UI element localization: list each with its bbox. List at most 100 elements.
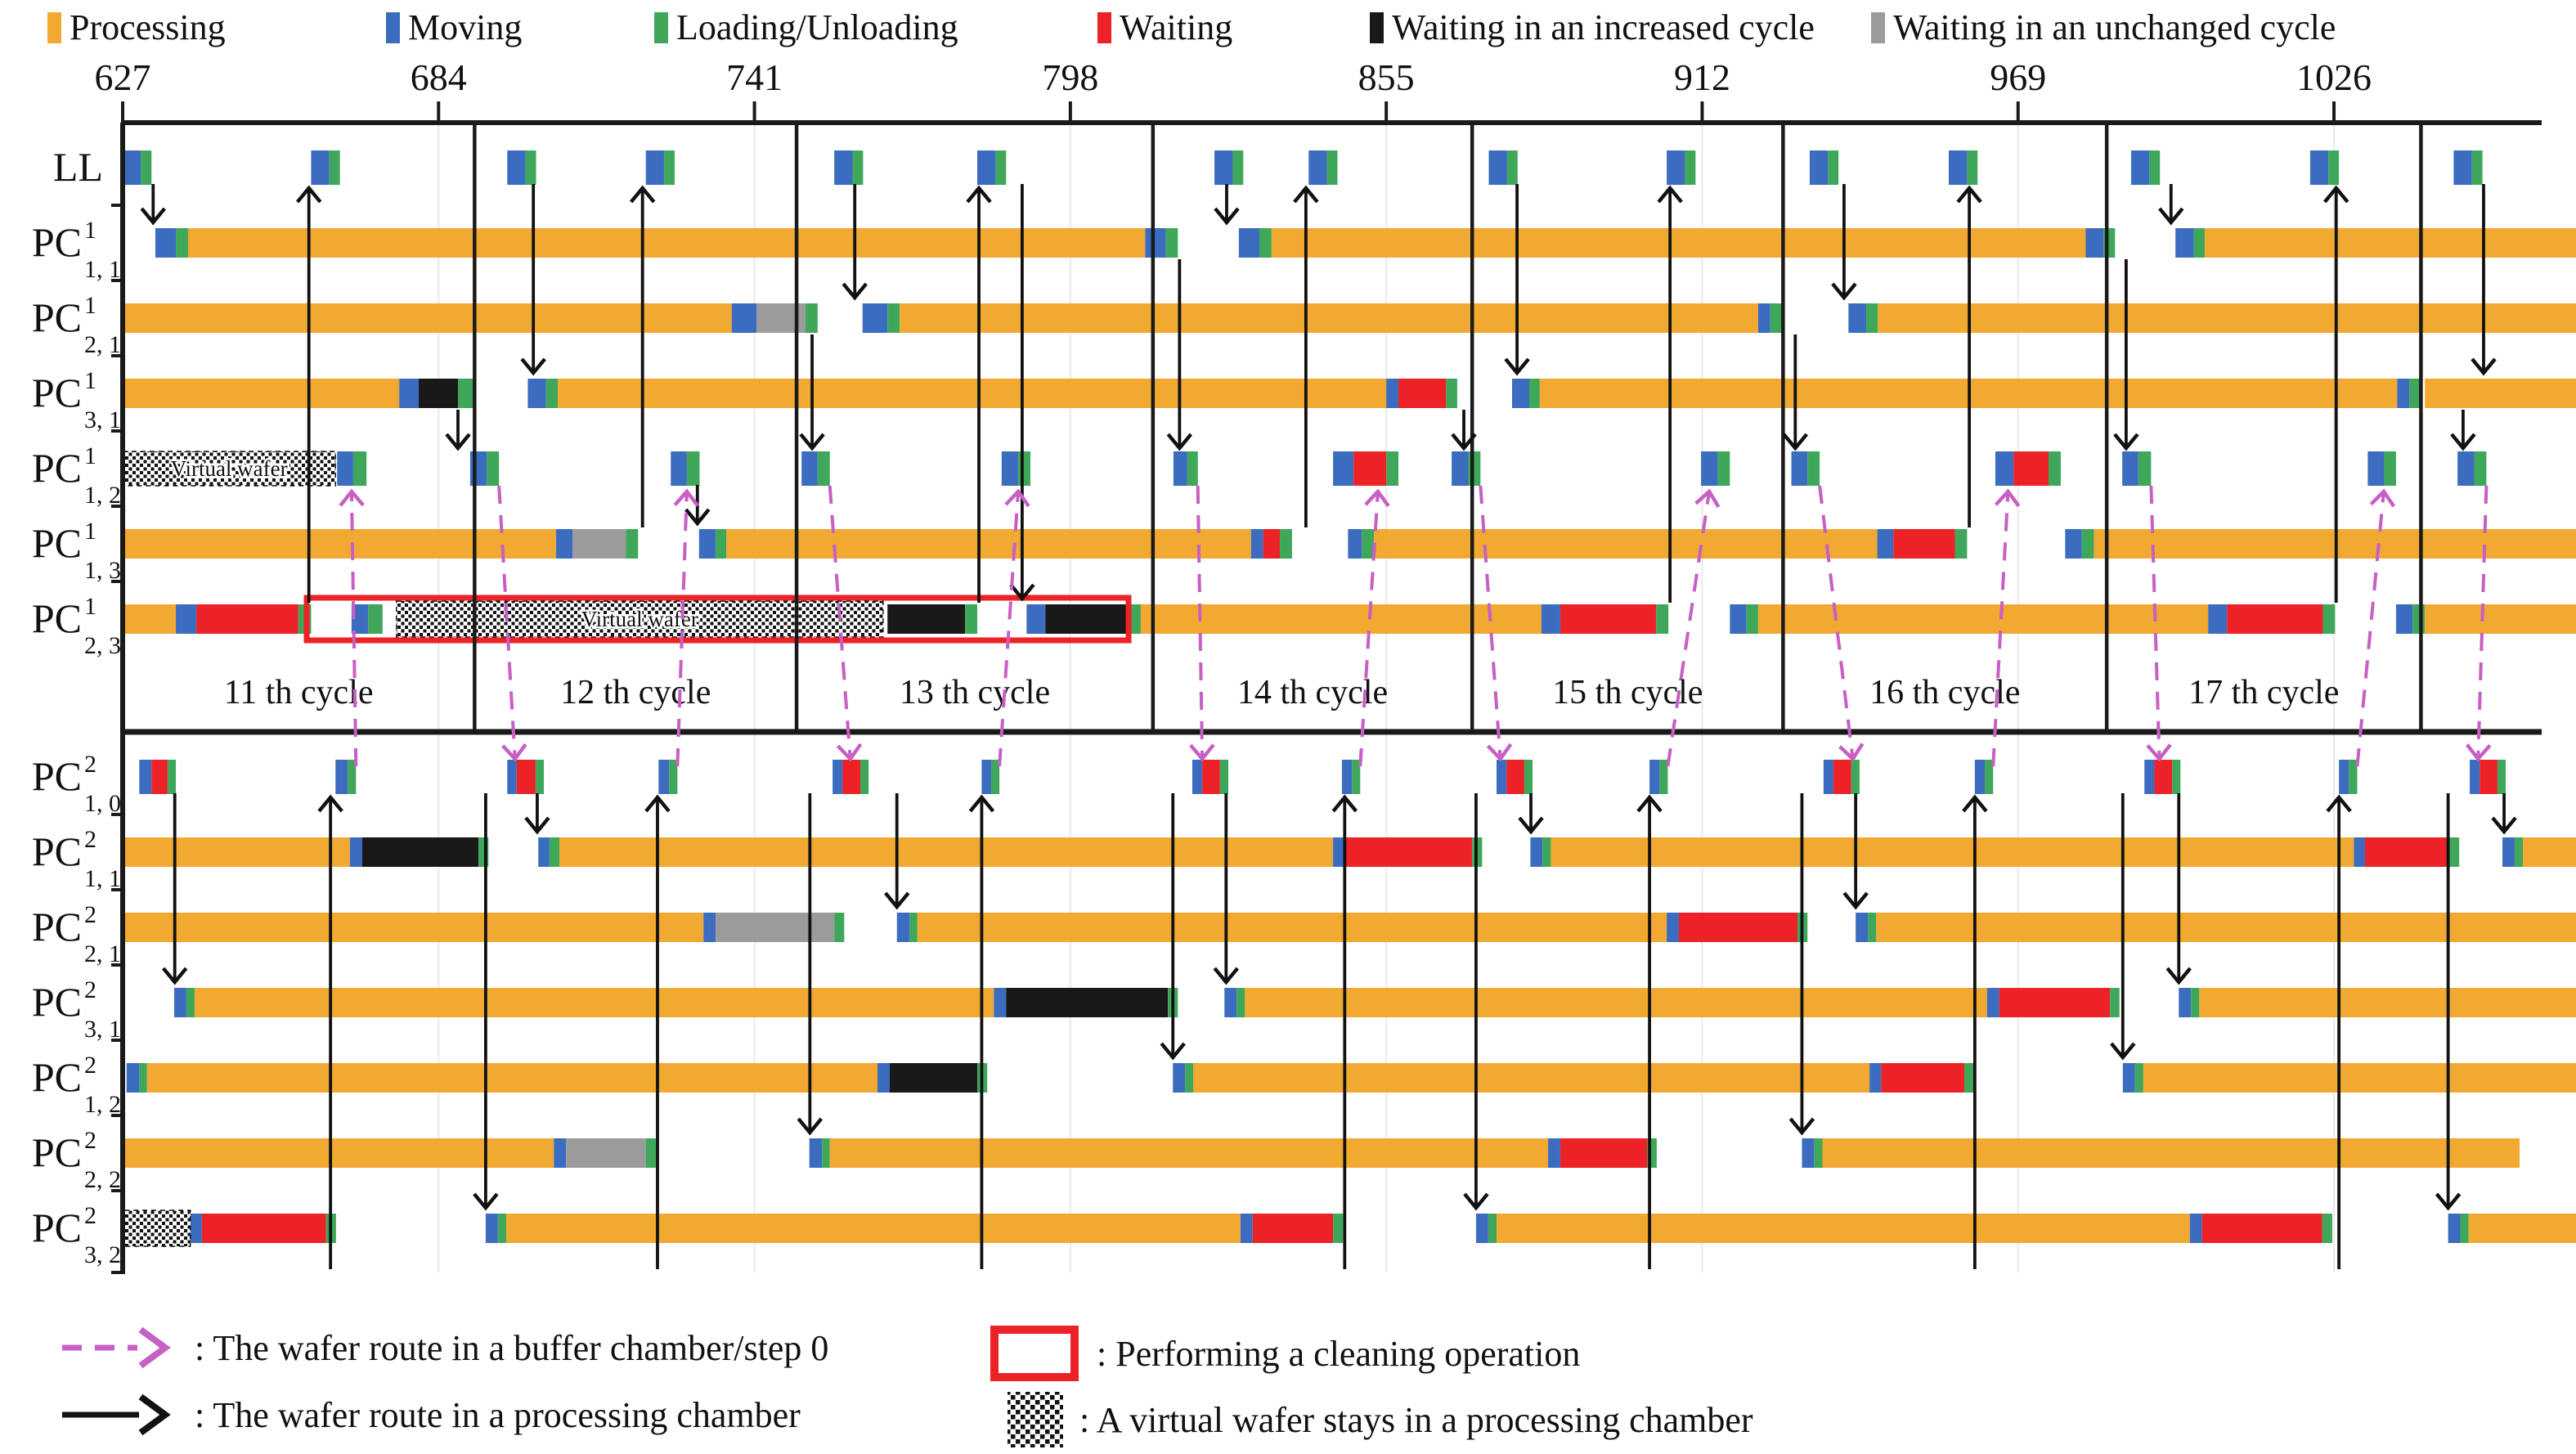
bar-segment-moving bbox=[1869, 1063, 1882, 1093]
bar-segment-moving bbox=[801, 451, 818, 486]
row-label-superscript: 2 bbox=[84, 826, 96, 853]
bar-segment-loading-unloading bbox=[1232, 150, 1244, 185]
bar-segment-moving bbox=[1488, 150, 1507, 185]
bar-segment-moving bbox=[190, 1214, 202, 1243]
bar-segment-waiting bbox=[516, 760, 536, 794]
bar-segment-loading-unloading bbox=[139, 1063, 147, 1093]
bar-segment-loading-unloading bbox=[1985, 760, 1994, 794]
bar-segment-waiting bbox=[1506, 760, 1524, 794]
legend-label-buffer-route: : The wafer route in a buffer chamber/st… bbox=[195, 1327, 829, 1368]
bar-segment-processing bbox=[1822, 1138, 2520, 1168]
bar-segment-loading-unloading bbox=[1659, 760, 1668, 794]
bar-segment-moving bbox=[2339, 760, 2349, 794]
bar-segment-processing bbox=[1757, 604, 2209, 634]
wafer-route-arrow-buffer bbox=[2465, 485, 2492, 762]
row-label: PC bbox=[32, 904, 82, 949]
bar-segment-loading-unloading bbox=[686, 451, 700, 486]
bar-segment-loading-unloading bbox=[805, 303, 818, 333]
bar-segment-loading-unloading bbox=[1280, 529, 1292, 559]
bar-segment-moving bbox=[469, 451, 487, 486]
gantt-chart-canvas: Virtual wafer Virtual wafer 627 684 741 798 8… bbox=[32, 56, 2576, 1274]
bar-segment-loading-unloading bbox=[1746, 604, 1758, 634]
bar-segment-loading-unloading bbox=[2328, 150, 2340, 185]
bar-segment-loading-unloading bbox=[2497, 760, 2506, 794]
bar-segment-moving bbox=[994, 988, 1007, 1017]
pink-dashed-arrow-icon bbox=[62, 1326, 171, 1369]
bar-segment-moving bbox=[2179, 988, 2192, 1017]
bar-segment-moving bbox=[896, 913, 910, 942]
row-label-superscript: 1 bbox=[84, 367, 96, 394]
wafer-route-arrow-buffer bbox=[1666, 488, 1721, 767]
legend-swatch-processing bbox=[47, 11, 61, 43]
row-label-superscript: 1 bbox=[84, 442, 96, 469]
bar-segment-waiting bbox=[201, 1214, 326, 1243]
bar-segment-moving bbox=[2470, 760, 2480, 794]
bar-segment-loading-unloading bbox=[368, 604, 383, 634]
bar-segment-moving bbox=[2208, 604, 2228, 634]
bar-segment-moving bbox=[1511, 379, 1530, 408]
bar-segment-processing bbox=[123, 1138, 554, 1168]
bar-segment-moving bbox=[2085, 228, 2104, 258]
bar-segment-loading-unloading bbox=[2081, 529, 2094, 559]
bar-segment-moving bbox=[1995, 451, 2014, 486]
bar-segment-moving bbox=[1240, 1214, 1253, 1243]
bar-segment-moving bbox=[1173, 1063, 1186, 1093]
dotted-box-icon bbox=[1008, 1392, 1063, 1447]
row-label-superscript: 1 bbox=[84, 292, 96, 319]
bar-segment-processing bbox=[146, 1063, 878, 1093]
bar-segment-loading-unloading bbox=[1770, 303, 1784, 333]
row-label: PC bbox=[32, 595, 82, 641]
bar-segment-moving bbox=[2502, 837, 2515, 867]
gantt-bars bbox=[123, 150, 2576, 1243]
bar-segment-loading-unloading bbox=[2471, 150, 2483, 185]
bar-segment-moving bbox=[2175, 228, 2194, 258]
bar-segment-loading-unloading bbox=[2191, 988, 2200, 1017]
bar-segment-loading-unloading bbox=[834, 913, 845, 942]
bar-segment-processing bbox=[559, 837, 1334, 867]
bar-segment-moving bbox=[1145, 228, 1166, 258]
bar-segment-moving bbox=[2448, 1214, 2461, 1243]
cycle-label: 13 th cycle bbox=[900, 674, 1050, 711]
bar-segment-moving bbox=[2354, 837, 2365, 867]
bar-segment-loading-unloading bbox=[860, 760, 869, 794]
bar-segment-loading-unloading bbox=[2412, 604, 2426, 634]
bar-segment-moving bbox=[1974, 760, 1986, 794]
wafer-route-arrow-buffer bbox=[1818, 485, 1865, 762]
annotations: Virtual wafer Virtual wafer bbox=[122, 451, 1132, 1247]
wafer-route-arrow-buffer bbox=[339, 488, 365, 767]
bar-segment-waiting bbox=[2227, 604, 2323, 634]
bar-segment-processing bbox=[900, 303, 1758, 333]
bar-segment-loading-unloading bbox=[2409, 379, 2421, 408]
bar-segment-processing bbox=[917, 913, 1667, 942]
legend-swatch-waiting bbox=[1097, 11, 1111, 43]
row-label-subscript: 2, 3 bbox=[84, 632, 121, 659]
legend-top-label: Moving bbox=[408, 7, 523, 47]
legend-item-virtual-wafer: : A virtual wafer stays in a processing … bbox=[1006, 1390, 1753, 1449]
bar-segment-moving bbox=[809, 1138, 823, 1168]
bar-segment-loading-unloading bbox=[1656, 604, 1669, 634]
bar-segment-loading-unloading bbox=[1647, 1138, 1657, 1168]
bar-segment-moving bbox=[1475, 1214, 1488, 1243]
bar-segment-moving bbox=[698, 529, 716, 559]
bar-segment-processing bbox=[2425, 379, 2576, 408]
bar-segment-moving bbox=[1001, 451, 1019, 486]
row-label-subscript: 3, 2 bbox=[84, 1241, 121, 1268]
bar-segment-moving bbox=[671, 451, 687, 486]
bar-segment-processing bbox=[1876, 913, 2576, 942]
bar-segment-processing bbox=[1140, 604, 1542, 634]
bar-segment-loading-unloading bbox=[1165, 228, 1178, 258]
bar-segment-moving bbox=[1333, 837, 1346, 867]
bar-segment-loading-unloading bbox=[1386, 451, 1399, 486]
row-label-superscript: 1 bbox=[84, 217, 96, 244]
bar-segment-moving bbox=[1986, 988, 1999, 1017]
wafer-route-arrow-buffer bbox=[497, 485, 527, 762]
bar-segment-moving bbox=[645, 150, 665, 185]
bar-segment-loading-unloading bbox=[1828, 150, 1839, 185]
bar-segment-loading-unloading bbox=[1468, 451, 1481, 486]
bar-segment-moving bbox=[507, 760, 517, 794]
bar-segment-moving bbox=[2395, 604, 2413, 634]
row-label-superscript: 1 bbox=[84, 593, 96, 620]
bar-segment-processing bbox=[1551, 837, 2354, 867]
virtual-wafer-box bbox=[396, 600, 884, 638]
